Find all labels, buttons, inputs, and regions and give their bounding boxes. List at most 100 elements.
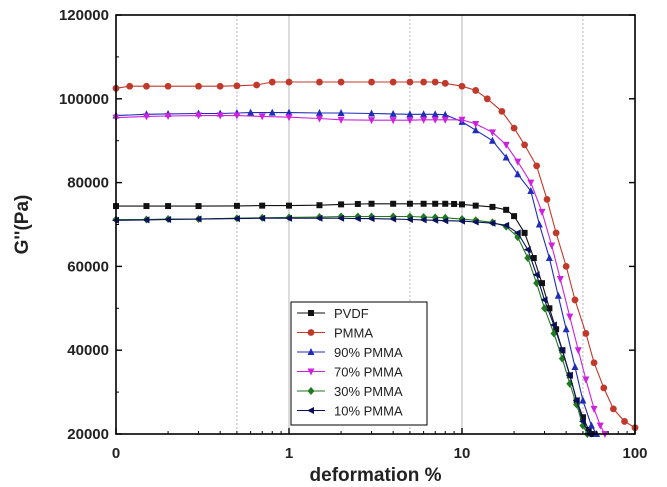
- data-point: [142, 216, 150, 224]
- data-point: [165, 203, 172, 210]
- data-point: [503, 206, 510, 213]
- data-point: [558, 346, 566, 354]
- data-point: [488, 129, 496, 137]
- data-point: [472, 120, 480, 128]
- data-point: [441, 217, 449, 225]
- data-point: [307, 407, 314, 414]
- data-point: [609, 405, 617, 413]
- series-layer: [112, 78, 639, 438]
- data-point: [368, 78, 375, 86]
- data-point: [579, 396, 587, 404]
- data-point: [523, 246, 531, 254]
- y-axis-label: G''(Pa): [12, 195, 33, 255]
- data-point: [406, 200, 413, 207]
- data-point: [549, 321, 557, 329]
- data-point: [596, 422, 604, 430]
- data-point: [600, 384, 608, 392]
- data-point: [268, 108, 276, 116]
- data-point: [337, 116, 345, 124]
- data-point: [285, 214, 292, 222]
- data-point: [353, 215, 361, 223]
- y-tick-label: 40000: [67, 342, 109, 359]
- data-point: [530, 255, 537, 262]
- data-point: [540, 296, 548, 304]
- data-point: [538, 208, 546, 216]
- legend-item: 10% PMMA: [297, 404, 403, 419]
- legend: PVDF PMMA 90% PMMA 70% PMMA 30% PMMA 10% PMMA: [290, 301, 428, 426]
- data-point: [488, 219, 496, 227]
- data-point: [441, 110, 449, 118]
- data-point: [590, 405, 598, 413]
- data-point: [442, 200, 449, 207]
- data-point: [498, 107, 506, 115]
- data-point: [458, 116, 466, 124]
- data-point: [390, 200, 397, 207]
- data-point: [571, 362, 579, 370]
- data-point: [582, 376, 590, 384]
- x-tick-label: 100: [622, 445, 647, 462]
- data-point: [316, 78, 323, 86]
- data-point: [562, 325, 570, 333]
- data-point: [574, 347, 582, 355]
- x-tick-label: 0: [112, 445, 120, 462]
- data-point: [579, 414, 586, 421]
- data-point: [247, 108, 255, 116]
- data-point: [459, 201, 465, 208]
- data-point: [431, 116, 439, 124]
- data-point: [285, 114, 293, 122]
- data-point: [458, 217, 465, 225]
- data-point: [546, 305, 553, 312]
- data-point: [406, 117, 414, 125]
- data-point: [354, 200, 361, 207]
- data-point: [590, 359, 598, 367]
- data-point: [308, 310, 314, 316]
- data-point: [431, 216, 439, 224]
- data-point: [285, 108, 293, 116]
- data-point: [258, 214, 266, 222]
- data-point: [527, 186, 535, 194]
- data-point: [259, 202, 266, 209]
- data-point: [441, 79, 449, 87]
- data-point: [389, 215, 397, 223]
- y-tick-label: 100000: [59, 91, 109, 108]
- data-point: [420, 116, 428, 124]
- data-point: [565, 371, 573, 379]
- legend-label: 90% PMMA: [334, 345, 403, 360]
- data-point: [541, 304, 549, 313]
- data-point: [441, 116, 449, 124]
- data-point: [164, 215, 172, 223]
- data-point: [419, 216, 427, 224]
- data-point: [431, 78, 439, 86]
- data-point: [420, 200, 427, 207]
- data-point: [195, 203, 202, 210]
- data-point: [286, 202, 292, 209]
- data-point: [406, 78, 414, 86]
- data-point: [268, 78, 276, 86]
- y-tick-label: 60000: [67, 258, 109, 275]
- data-point: [458, 82, 466, 90]
- data-point: [337, 78, 345, 86]
- data-point: [472, 126, 480, 134]
- data-point: [216, 112, 224, 120]
- data-point: [488, 136, 496, 144]
- y-tick-label: 120000: [59, 7, 109, 24]
- legend-label: 10% PMMA: [334, 404, 403, 419]
- data-point: [582, 330, 590, 337]
- series-6: [112, 214, 592, 438]
- data-point: [368, 117, 376, 125]
- data-point: [232, 215, 240, 223]
- data-point: [514, 170, 522, 178]
- data-point: [472, 202, 479, 209]
- data-point: [316, 202, 323, 209]
- legend-item: 70% PMMA: [297, 365, 403, 380]
- data-point: [572, 396, 580, 404]
- data-point: [389, 117, 397, 125]
- data-point: [420, 78, 428, 86]
- data-point: [142, 113, 150, 121]
- data-point: [367, 215, 375, 223]
- x-tick-label: 10: [454, 445, 471, 462]
- data-point: [195, 82, 202, 90]
- data-point: [566, 313, 574, 321]
- legend-label: PMMA: [334, 326, 373, 341]
